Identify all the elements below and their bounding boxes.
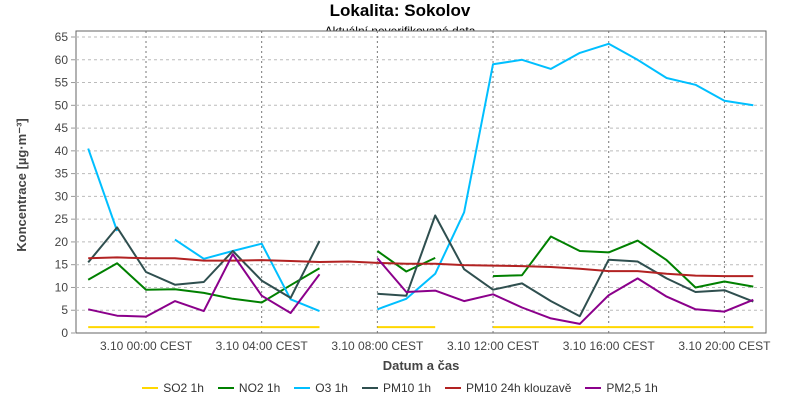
x-tick-label: 3.10 08:00 CEST — [331, 339, 424, 353]
legend-label: PM10 24h klouzavě — [466, 381, 572, 395]
y-axis-label: Koncentrace [µg·m⁻³] — [14, 118, 29, 252]
y-tick-label: 55 — [55, 76, 69, 90]
legend-swatch — [445, 387, 461, 389]
legend-swatch — [217, 387, 234, 389]
x-axis-label: Datum a čas — [383, 358, 460, 373]
legend-item[interactable]: O3 1h — [294, 381, 348, 395]
y-tick-label: 60 — [55, 53, 69, 67]
legend-swatch — [585, 387, 602, 389]
legend-label: SO2 1h — [163, 381, 204, 395]
legend-label: NO2 1h — [238, 381, 281, 395]
chart-title: Lokalita: Sokolov — [329, 1, 471, 20]
legend-swatch — [361, 387, 378, 389]
x-tick-label: 3.10 12:00 CEST — [447, 339, 540, 353]
y-tick-label: 25 — [55, 212, 69, 226]
series-line-no2-1h — [376, 250, 436, 273]
legend-item[interactable]: PM10 1h — [361, 381, 431, 395]
legend-item[interactable]: PM10 24h klouzavě — [445, 381, 571, 395]
x-tick-label: 3.10 20:00 CEST — [678, 339, 771, 353]
y-tick-label: 0 — [61, 326, 68, 340]
series-line-pm10-24h-klouzav- — [88, 256, 754, 278]
x-tick-label: 3.10 04:00 CEST — [216, 339, 309, 353]
legend-item[interactable]: NO2 1h — [217, 381, 281, 395]
series-line-o3-1h — [174, 238, 320, 313]
series-line-no2-1h — [87, 262, 321, 304]
legend-swatch — [294, 387, 311, 389]
y-tick-label: 50 — [55, 98, 69, 112]
legend-label: O3 1h — [315, 381, 348, 395]
y-tick-label: 40 — [55, 144, 69, 158]
y-tick-label: 20 — [55, 235, 69, 249]
y-tick-label: 45 — [55, 121, 69, 135]
legend-label: PM2,5 1h — [606, 381, 658, 395]
series-line-pm10-1h — [377, 214, 754, 318]
y-tick-label: 5 — [61, 303, 68, 317]
y-tick-label: 65 — [55, 30, 69, 44]
series-line-o3-1h — [87, 148, 119, 232]
legend-item[interactable]: SO2 1h — [142, 381, 204, 395]
y-tick-label: 15 — [55, 258, 69, 272]
legend-item[interactable]: PM2,5 1h — [585, 381, 658, 395]
y-tick-label: 35 — [55, 167, 69, 181]
legend: SO2 1h NO2 1h O3 1h PM10 1h PM10 24h klouzav… — [0, 381, 800, 395]
x-tick-label: 3.10 00:00 CEST — [100, 339, 193, 353]
series-line-pm2-5-1h — [376, 257, 754, 325]
series-line-pm2-5-1h — [87, 253, 321, 318]
series-line-no2-1h — [492, 235, 754, 289]
series-line-pm10-1h — [87, 226, 321, 299]
y-tick-label: 10 — [55, 280, 69, 294]
legend-label: PM10 1h — [382, 381, 431, 395]
y-tick-label: 30 — [55, 189, 69, 203]
legend-swatch — [142, 387, 159, 389]
x-tick-label: 3.10 16:00 CEST — [563, 339, 656, 353]
